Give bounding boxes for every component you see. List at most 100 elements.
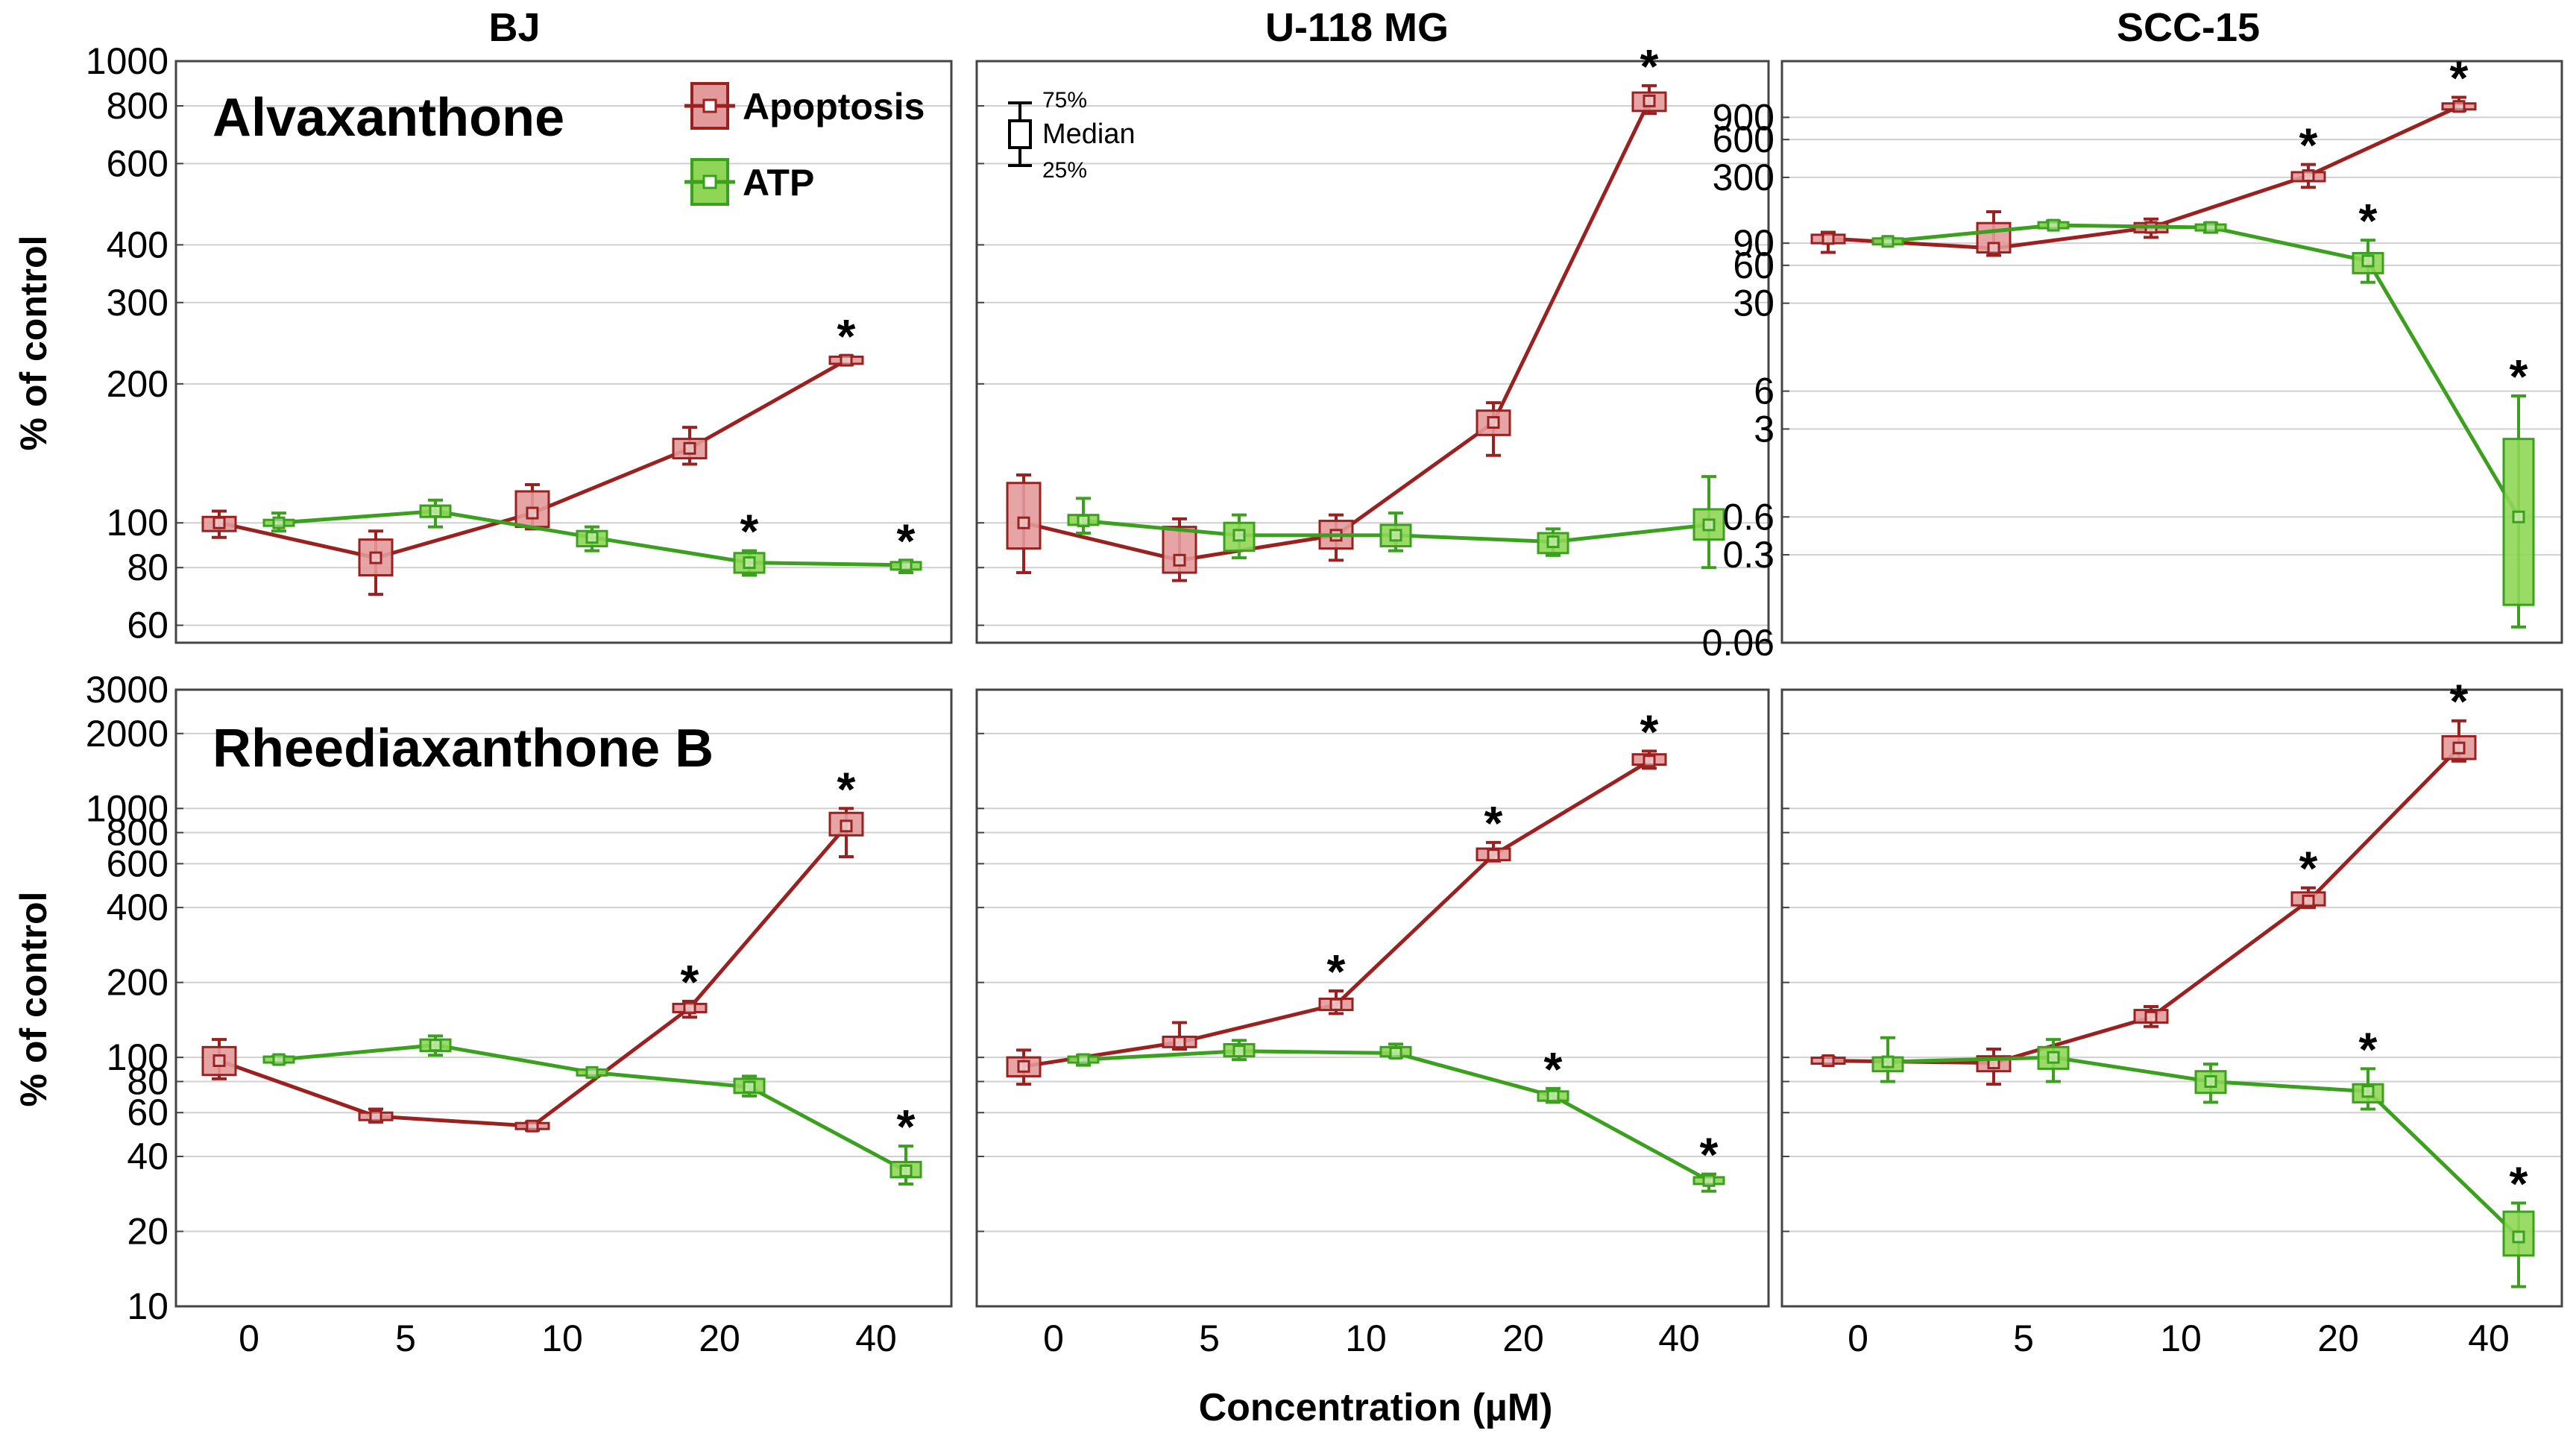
apoptosis-median-marker bbox=[1487, 849, 1500, 862]
atp-median-marker bbox=[2204, 221, 2217, 234]
apoptosis-box bbox=[201, 1045, 237, 1077]
atp-median-marker bbox=[2047, 218, 2060, 232]
apoptosis-significance-star: * bbox=[2450, 51, 2469, 104]
legend-apoptosis-label: Apoptosis bbox=[743, 86, 925, 128]
atp-box bbox=[2194, 223, 2227, 232]
panel-frame bbox=[975, 688, 1770, 1308]
apoptosis-median-marker bbox=[369, 1109, 382, 1123]
apoptosis-median-marker bbox=[1487, 416, 1500, 429]
y-tick-label: 60 bbox=[127, 1092, 169, 1133]
atp-box bbox=[262, 518, 295, 527]
apoptosis-median-marker bbox=[2452, 741, 2466, 755]
atp-significance-star: * bbox=[2510, 350, 2528, 403]
x-tick-label: 10 bbox=[2160, 1318, 2202, 1359]
apoptosis-median-marker bbox=[683, 441, 696, 455]
atp-box bbox=[1692, 508, 1725, 541]
box-key-75-label: 75% bbox=[1042, 88, 1087, 113]
x-tick-label: 40 bbox=[855, 1318, 897, 1359]
apoptosis-median-marker bbox=[840, 353, 853, 367]
atp-series-line bbox=[1887, 223, 2521, 518]
col-title-scc15: SCC-15 bbox=[2117, 5, 2260, 50]
atp-median-marker bbox=[1077, 514, 1090, 528]
y-tick-label: 40 bbox=[127, 1136, 169, 1177]
atp-box bbox=[576, 529, 608, 548]
atp-box bbox=[2502, 1210, 2535, 1257]
legend-atp-label: ATP bbox=[743, 162, 814, 204]
apoptosis-significance-star: * bbox=[837, 309, 856, 363]
x-tick-label: 40 bbox=[1658, 1318, 1700, 1359]
box-key: 75% Median 25% bbox=[1008, 88, 1136, 183]
x-tick-label: 5 bbox=[1199, 1318, 1220, 1359]
y-tick-label: 1000 bbox=[86, 40, 169, 82]
y-tick-label: 400 bbox=[107, 224, 169, 265]
atp-median-marker bbox=[585, 1065, 599, 1079]
y-tick-label: 6 bbox=[1754, 371, 1774, 412]
apoptosis-median-marker bbox=[2302, 169, 2315, 183]
atp-significance-star: * bbox=[740, 505, 759, 558]
y-tick-label: 0.6 bbox=[1722, 496, 1774, 538]
atp-box bbox=[889, 1160, 922, 1179]
atp-median-marker bbox=[1232, 529, 1246, 542]
apoptosis-significance-star: * bbox=[1640, 40, 1659, 93]
y-tick-label: 200 bbox=[107, 363, 169, 405]
atp-box bbox=[262, 1055, 295, 1064]
apoptosis-median-marker bbox=[1173, 553, 1186, 567]
apoptosis-series-line bbox=[1023, 100, 1651, 562]
apoptosis-median-marker bbox=[2302, 894, 2315, 907]
atp-box bbox=[1067, 1055, 1100, 1064]
box-key-25-label: 25% bbox=[1042, 158, 1087, 183]
atp-median-marker bbox=[1702, 1174, 1716, 1187]
apoptosis-median-marker bbox=[840, 819, 853, 833]
y-tick-label: 200 bbox=[107, 962, 169, 1004]
x-tick-label: 10 bbox=[541, 1318, 583, 1359]
atp-median-marker bbox=[1881, 1055, 1895, 1068]
atp-median-marker bbox=[1077, 1053, 1090, 1066]
apoptosis-median-marker bbox=[1173, 1036, 1186, 1049]
atp-significance-star: * bbox=[2359, 194, 2378, 248]
y-tick-label: 300 bbox=[1713, 157, 1774, 198]
atp-significance-star: * bbox=[2510, 1156, 2528, 1210]
atp-median-marker bbox=[2512, 1230, 2525, 1244]
compound-label-alvaxanthone: Alvaxanthone bbox=[212, 88, 564, 148]
y-tick-label: 600 bbox=[107, 142, 169, 184]
panel-frame bbox=[975, 60, 1770, 644]
apoptosis-box bbox=[1631, 753, 1667, 766]
apoptosis-significance-star: * bbox=[837, 762, 856, 816]
apoptosis-box bbox=[358, 1111, 394, 1121]
atp-box bbox=[2037, 221, 2070, 230]
atp-median-marker bbox=[1232, 1045, 1246, 1058]
y-tick-label: 30 bbox=[1733, 283, 1774, 324]
legend-atp-marker bbox=[702, 174, 717, 189]
apoptosis-box bbox=[1476, 409, 1511, 436]
atp-median-marker bbox=[2204, 1074, 2217, 1088]
legend-apoptosis-marker bbox=[702, 98, 717, 113]
atp-significance-star: * bbox=[2359, 1022, 2378, 1076]
y-axis-label-top: % of control bbox=[13, 236, 54, 451]
apoptosis-significance-star: * bbox=[1327, 945, 1346, 998]
x-tick-label: 20 bbox=[699, 1318, 740, 1359]
y-tick-label: 800 bbox=[107, 85, 169, 127]
atp-median-marker bbox=[1389, 529, 1402, 542]
y-tick-label: 60 bbox=[1733, 245, 1774, 286]
apoptosis-box bbox=[2441, 734, 2477, 761]
y-tick-label: 10 bbox=[127, 1285, 169, 1327]
panel-frame bbox=[1780, 688, 2563, 1308]
y-tick-label: 90 bbox=[1733, 222, 1774, 264]
atp-median-marker bbox=[1389, 1046, 1402, 1060]
apoptosis-significance-star: * bbox=[1484, 796, 1503, 850]
atp-box bbox=[1537, 532, 1569, 555]
apoptosis-significance-star: * bbox=[2450, 675, 2469, 728]
apoptosis-median-marker bbox=[526, 1119, 539, 1133]
y-tick-label: 100 bbox=[107, 502, 169, 544]
apoptosis-median-marker bbox=[1017, 516, 1030, 529]
atp-box bbox=[1379, 523, 1412, 548]
y-tick-label: 300 bbox=[107, 282, 169, 324]
apoptosis-median-marker bbox=[1821, 1054, 1835, 1068]
apoptosis-median-marker bbox=[212, 1054, 226, 1068]
atp-median-marker bbox=[899, 558, 913, 572]
apoptosis-box bbox=[1006, 482, 1042, 550]
atp-box bbox=[1223, 521, 1256, 552]
atp-median-marker bbox=[2512, 510, 2525, 523]
